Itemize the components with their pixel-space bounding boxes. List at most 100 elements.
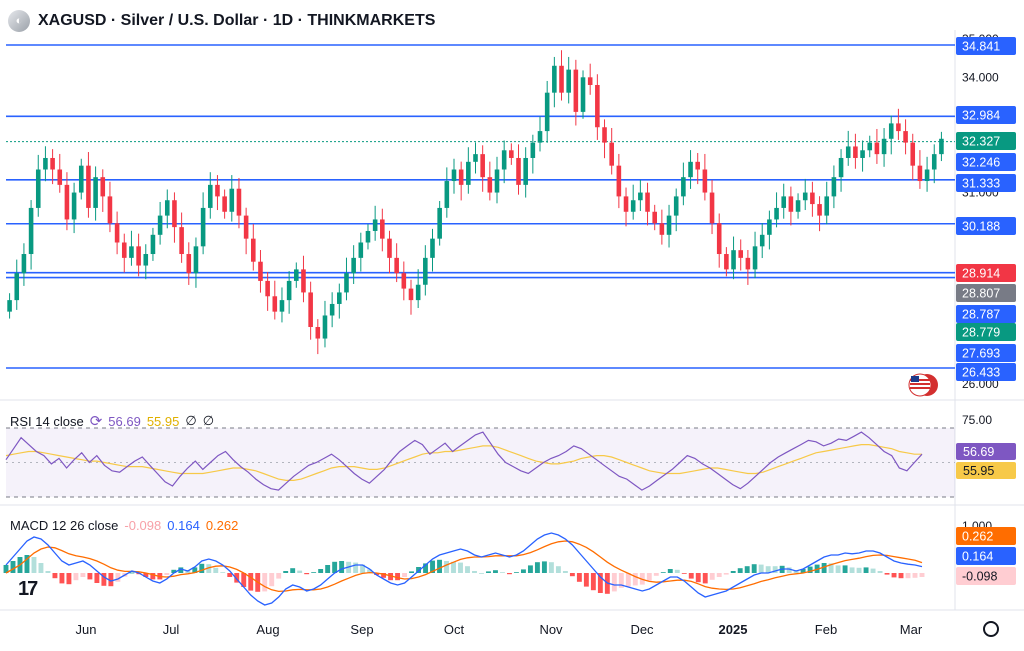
macd-signal-value: 0.262: [205, 518, 239, 533]
macd-legend[interactable]: MACD 12 26 close -0.098 0.164 0.262: [10, 518, 238, 533]
price-level-badge: [956, 174, 1016, 192]
candle-body: [143, 254, 149, 266]
macd-histogram-bar: [821, 563, 827, 573]
macd-histogram-bar: [507, 573, 512, 575]
price-level-label: 32.327: [962, 135, 1000, 149]
rsi-ma-line: [5, 444, 922, 481]
macd-hist-value: -0.098: [124, 518, 162, 533]
macd-histogram-bar: [283, 571, 289, 573]
macd-histogram-bar: [206, 564, 212, 573]
macd-histogram-bar: [234, 573, 240, 583]
macd-histogram-bar: [311, 572, 317, 573]
candle-body: [595, 84, 600, 128]
macd-histogram-bar: [276, 573, 282, 579]
price-level-label: 31.333: [962, 177, 1000, 191]
macd-histogram-bar: [227, 573, 233, 577]
rsi-value: 56.69: [108, 413, 141, 429]
macd-histogram-bar: [444, 561, 449, 573]
rsi-legend[interactable]: RSI 14 close ⟳ 56.69 55.95 ∅ ∅: [10, 412, 214, 430]
candle-body: [28, 207, 34, 255]
macd-histogram-bar: [241, 573, 247, 587]
candle-body: [759, 234, 765, 247]
macd-histogram-bar: [192, 567, 198, 573]
candle-body: [344, 273, 349, 293]
price-level-badge: [956, 217, 1016, 235]
candle-body: [129, 246, 134, 258]
candle-body: [537, 131, 543, 143]
candle-body: [709, 192, 715, 224]
us-flag-icon: [908, 373, 938, 397]
candle-body: [358, 242, 364, 258]
macd-label: MACD 12 26 close: [10, 518, 119, 533]
candle-body: [301, 269, 306, 293]
macd-histogram-bar: [318, 569, 324, 573]
candle-body: [387, 238, 392, 258]
candle-body: [874, 142, 880, 155]
candle-body: [322, 315, 328, 339]
macd-histogram-bar: [590, 573, 596, 591]
macd-histogram-bar: [374, 573, 380, 575]
candle-body: [337, 292, 342, 304]
candle-body: [243, 215, 249, 239]
candle-body: [623, 196, 629, 212]
time-tick-label: Feb: [815, 622, 837, 637]
price-level-badge: [956, 305, 1016, 323]
settings-icon[interactable]: [983, 621, 999, 637]
candle-body: [71, 192, 77, 220]
candle-body: [652, 211, 657, 224]
candle-body: [458, 169, 464, 185]
macd-histogram-bar: [653, 573, 659, 576]
tradingview-logo[interactable]: 17: [18, 578, 38, 600]
macd-histogram-bar: [437, 559, 442, 573]
macd-histogram-bar: [472, 571, 477, 573]
candle-body: [702, 169, 708, 193]
macd-signal-line: [5, 540, 923, 593]
rsi-badge: [956, 443, 1016, 460]
macd-histogram-bar: [912, 573, 918, 578]
macd-histogram-bar: [381, 573, 387, 578]
candle-body: [200, 207, 206, 247]
macd-histogram-bar: [877, 571, 883, 573]
price-level-badge: [956, 344, 1016, 362]
macd-histogram-bar: [898, 573, 904, 579]
rsi-label: RSI 14 close: [10, 413, 84, 429]
candle-body: [573, 69, 579, 112]
candle-body: [695, 161, 700, 170]
candle-body: [193, 246, 199, 274]
candle-body: [50, 157, 55, 170]
macd-histogram-bar: [548, 562, 554, 573]
macd-histogram-bar: [555, 566, 561, 573]
macd-histogram-bar: [213, 567, 219, 573]
macd-histogram-bar: [772, 566, 778, 573]
macd-line: [5, 532, 923, 606]
candle-body: [258, 261, 263, 281]
candle-body: [917, 165, 923, 182]
candle-body: [566, 69, 571, 93]
macd-badge: [956, 547, 1016, 565]
price-level-badge: [956, 264, 1016, 282]
price-level-badge: [956, 323, 1016, 341]
macd-histogram-bar: [416, 567, 421, 573]
macd-histogram-bar: [304, 573, 310, 575]
macd-histogram-bar: [59, 573, 65, 584]
candle-body: [351, 257, 356, 274]
candle-body: [888, 123, 894, 139]
candle-body: [516, 157, 521, 185]
candle-body: [437, 207, 442, 239]
candle-body: [638, 192, 643, 201]
candle-body: [781, 196, 787, 208]
candle-body: [881, 138, 887, 155]
candle-body: [272, 296, 278, 312]
candle-body: [78, 165, 84, 193]
macd-histogram-bar: [388, 573, 394, 581]
candle-body: [831, 177, 837, 197]
candle-body: [767, 219, 772, 235]
time-tick-label: Mar: [900, 622, 923, 637]
macd-histogram-bar: [94, 573, 100, 583]
candle-body: [817, 204, 822, 216]
candle-body: [136, 246, 141, 266]
macd-histogram-bar: [737, 568, 743, 573]
macd-histogram-bar: [108, 573, 114, 587]
macd-histogram-bar: [891, 573, 897, 578]
